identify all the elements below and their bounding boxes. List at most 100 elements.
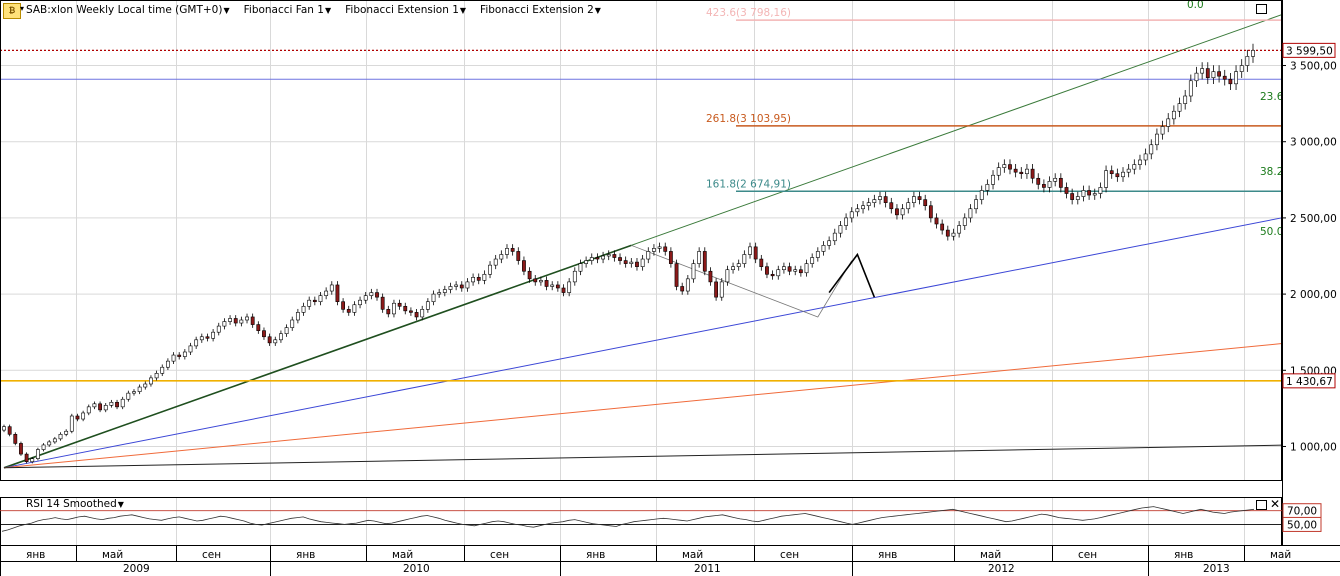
candle-body: [533, 278, 538, 283]
candle-body: [228, 318, 232, 322]
fib-extension-2-zigzag: [828, 252, 876, 298]
caret-down-icon: ▼: [223, 6, 230, 15]
candle-body: [827, 240, 832, 246]
candle-body: [714, 281, 718, 298]
candle-body: [431, 293, 436, 303]
candle-body: [1171, 110, 1176, 120]
rsi-line: [1, 506, 1255, 532]
candle-body: [572, 270, 577, 283]
y-tick-label: 1 000,00: [1290, 441, 1337, 453]
close-rsi-icon[interactable]: ✕: [1270, 497, 1281, 511]
candle-body: [623, 260, 628, 264]
candle-body: [962, 217, 967, 226]
symbol-selector[interactable]: SAB:xlon Weekly Local time (GMT+0)▼: [26, 4, 230, 16]
maximize-rsi-button[interactable]: [1256, 500, 1267, 510]
candle-body: [1121, 171, 1125, 178]
candle-body: [725, 269, 730, 283]
candle-body: [437, 292, 442, 295]
candle-body: [120, 398, 125, 408]
candle-body: [1036, 177, 1041, 185]
candle-body: [889, 202, 894, 210]
candle-body: [284, 327, 289, 335]
x-month-label: янв: [26, 549, 45, 561]
app-logo[interactable]: ₿: [3, 3, 21, 19]
support-level-tag-box: [1282, 373, 1336, 389]
candle-body: [697, 251, 702, 264]
candle-body: [92, 403, 97, 408]
candle-body: [386, 309, 391, 315]
candle-body: [787, 266, 792, 272]
candle-body: [318, 295, 323, 303]
rsi-title: RSI 14 Smoothed: [26, 498, 117, 510]
candle-body: [782, 266, 786, 271]
candle-body: [793, 269, 798, 272]
candle-body: [1228, 78, 1233, 85]
fib-extension-label: 261.8(3 103,95): [706, 113, 791, 125]
candle-body: [1138, 159, 1142, 165]
candle-body: [301, 305, 306, 313]
candle-body: [601, 255, 605, 260]
candle-body: [951, 232, 956, 237]
x-month-label: май: [980, 549, 1001, 561]
candle-body: [329, 284, 334, 292]
indicator-fib-fan-1[interactable]: Fibonacci Fan 1▼: [244, 4, 332, 16]
candle-body: [1183, 95, 1188, 104]
x-year-label: 2012: [988, 563, 1015, 575]
candle-body: [493, 258, 498, 266]
candle-body: [69, 415, 74, 432]
candle-body: [1064, 187, 1069, 194]
logo-dropdown-icon[interactable]: ▾: [20, 4, 25, 13]
y-tick-label: 2 500,00: [1290, 213, 1337, 225]
candle-body: [838, 225, 843, 234]
maximize-chart-button[interactable]: [1256, 4, 1267, 14]
chart-grid: [0, 0, 1282, 545]
candle-body: [109, 401, 114, 406]
indicator-fib-ext-2[interactable]: Fibonacci Extension 2▼: [480, 4, 601, 16]
candle-body: [1155, 133, 1159, 146]
candle-body: [126, 392, 131, 400]
candle-body: [13, 433, 18, 444]
candle-body: [233, 318, 238, 324]
candle-body: [957, 225, 962, 234]
candle-body: [256, 324, 261, 331]
candle-body: [1081, 190, 1086, 197]
indicator-fib-ext-1[interactable]: Fibonacci Extension 1▼: [345, 4, 466, 16]
candle-body: [1245, 56, 1250, 66]
candle-body: [691, 263, 696, 280]
caret-down-icon: ▼: [459, 6, 467, 15]
candle-body: [849, 211, 854, 219]
chart-overlays: 0.0 23.6 38.2 50.0 423.6(3 798,16) 261.8(3 10…: [0, 0, 1284, 469]
candle-body: [245, 316, 249, 321]
rsi-level-label: 50,00: [1287, 519, 1317, 531]
candle-body: [685, 278, 690, 292]
rsi-selector[interactable]: RSI 14 Smoothed▼: [26, 498, 124, 510]
fib-extension-label: 161.8(2 674,91): [706, 178, 791, 190]
candle-body: [459, 284, 464, 289]
candle-body: [2, 426, 6, 431]
candle-body: [861, 205, 865, 210]
candle-body: [482, 273, 487, 281]
candle-body: [1132, 164, 1137, 170]
caret-down-icon: ▼: [594, 6, 601, 15]
candle-body: [618, 257, 622, 261]
candle-body: [132, 391, 136, 394]
candle-body: [1177, 103, 1182, 112]
last-price-tag-box: [1282, 42, 1336, 58]
candle-body: [578, 263, 583, 272]
candle-body: [341, 301, 345, 310]
candle-body: [810, 257, 815, 264]
price-panel-frame: [0, 0, 1282, 481]
candle-body: [567, 281, 572, 293]
caret-down-icon: ▼: [117, 500, 124, 509]
candle-body: [595, 257, 600, 260]
x-month-label: май: [682, 549, 703, 561]
candle-body: [19, 443, 23, 455]
x-month-label: сен: [202, 549, 221, 561]
candle-body: [765, 266, 769, 275]
x-month-label: янв: [878, 549, 897, 561]
candle-body: [335, 284, 340, 303]
candle-body: [505, 248, 509, 255]
candle-body: [555, 284, 560, 289]
candle-body: [1075, 196, 1080, 200]
